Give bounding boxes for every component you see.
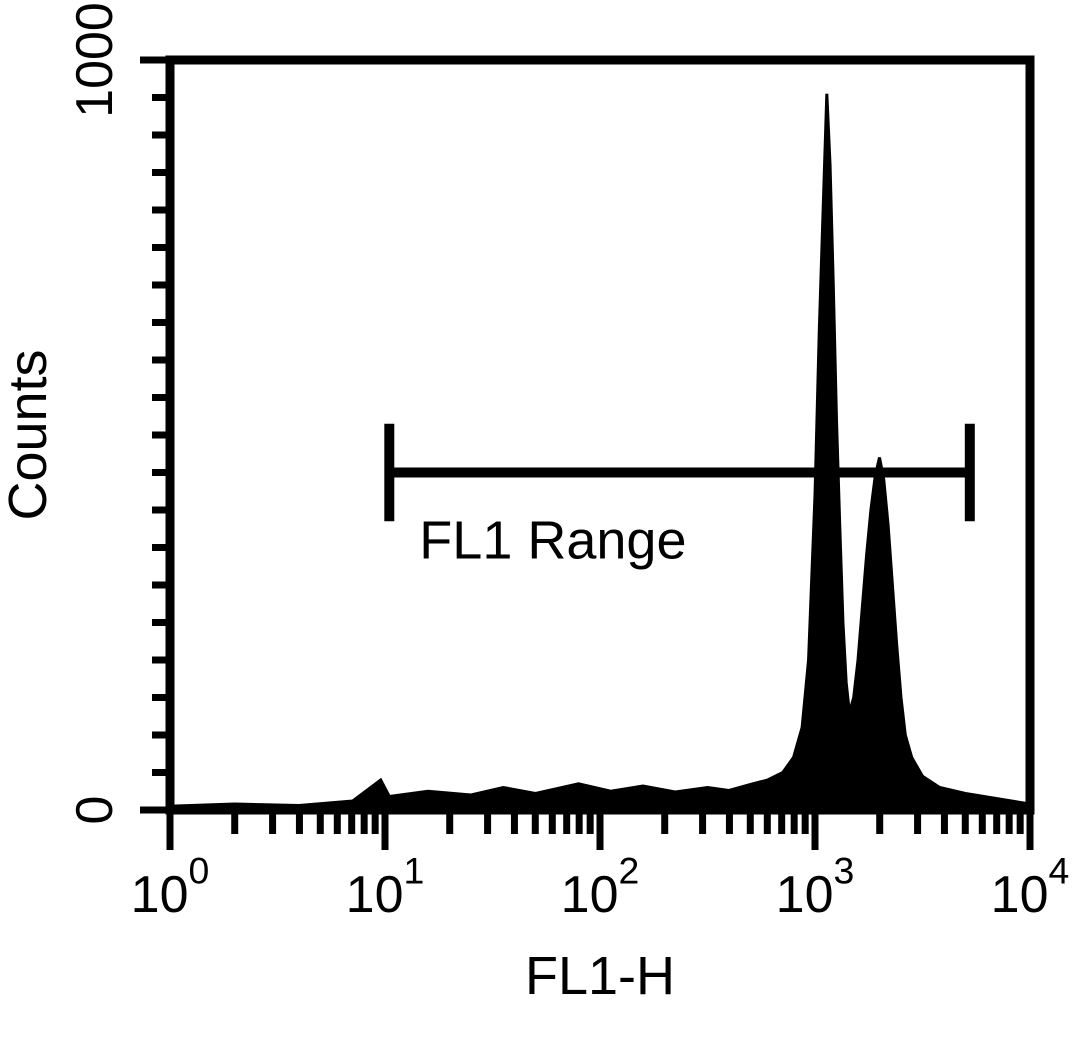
x-tick-label: 103 — [776, 849, 855, 924]
gate-label: FL1 Range — [419, 511, 686, 571]
y-tick-label: 1000 — [66, 2, 124, 118]
x-tick-label: 101 — [346, 849, 425, 924]
histogram-area — [170, 94, 1030, 810]
flow-cytometry-histogram: FL1-H Counts FL1 Range 100 101 102 103 104 0… — [0, 0, 1083, 1042]
x-tick-label: 100 — [131, 849, 210, 924]
y-tick-label: 0 — [66, 796, 124, 825]
y-axis-label: Counts — [0, 349, 58, 520]
x-axis-label: FL1-H — [525, 946, 675, 1006]
x-tick-label: 102 — [561, 849, 640, 924]
x-tick-label: 104 — [991, 849, 1070, 924]
